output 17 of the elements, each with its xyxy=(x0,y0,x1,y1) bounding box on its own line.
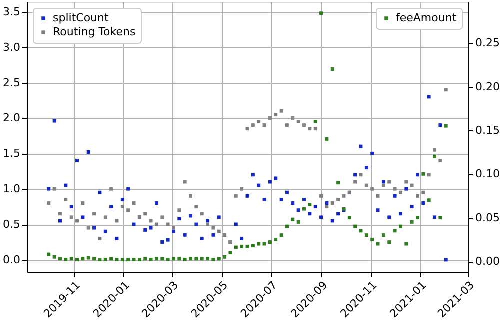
legend-label: Routing Tokens xyxy=(53,26,136,38)
y2-tick-label: 0.15 xyxy=(476,124,500,137)
y2-tick-label: 0.25 xyxy=(476,36,500,50)
y2-tick-label: 0.10 xyxy=(476,168,500,181)
y2-tick-label: 0.05 xyxy=(476,211,500,224)
y-tick-label: 2.5 xyxy=(3,76,20,90)
y-tick-label: 0.5 xyxy=(3,218,20,232)
y-tick-label: 3.5 xyxy=(3,5,20,18)
legend-label: feeAmount xyxy=(396,12,458,24)
y-tick-label: 0.0 xyxy=(3,253,20,266)
y-tick-label: 2.0 xyxy=(3,112,20,125)
y-tick-label: 1.5 xyxy=(3,147,20,160)
y-tick-label: 3.0 xyxy=(3,40,20,54)
legend-label: splitCount xyxy=(53,12,110,24)
y2-tick-label: 0.00 xyxy=(476,255,500,268)
y2-tick-label: 0.20 xyxy=(476,80,500,94)
y-tick-label: 1.0 xyxy=(3,182,20,196)
